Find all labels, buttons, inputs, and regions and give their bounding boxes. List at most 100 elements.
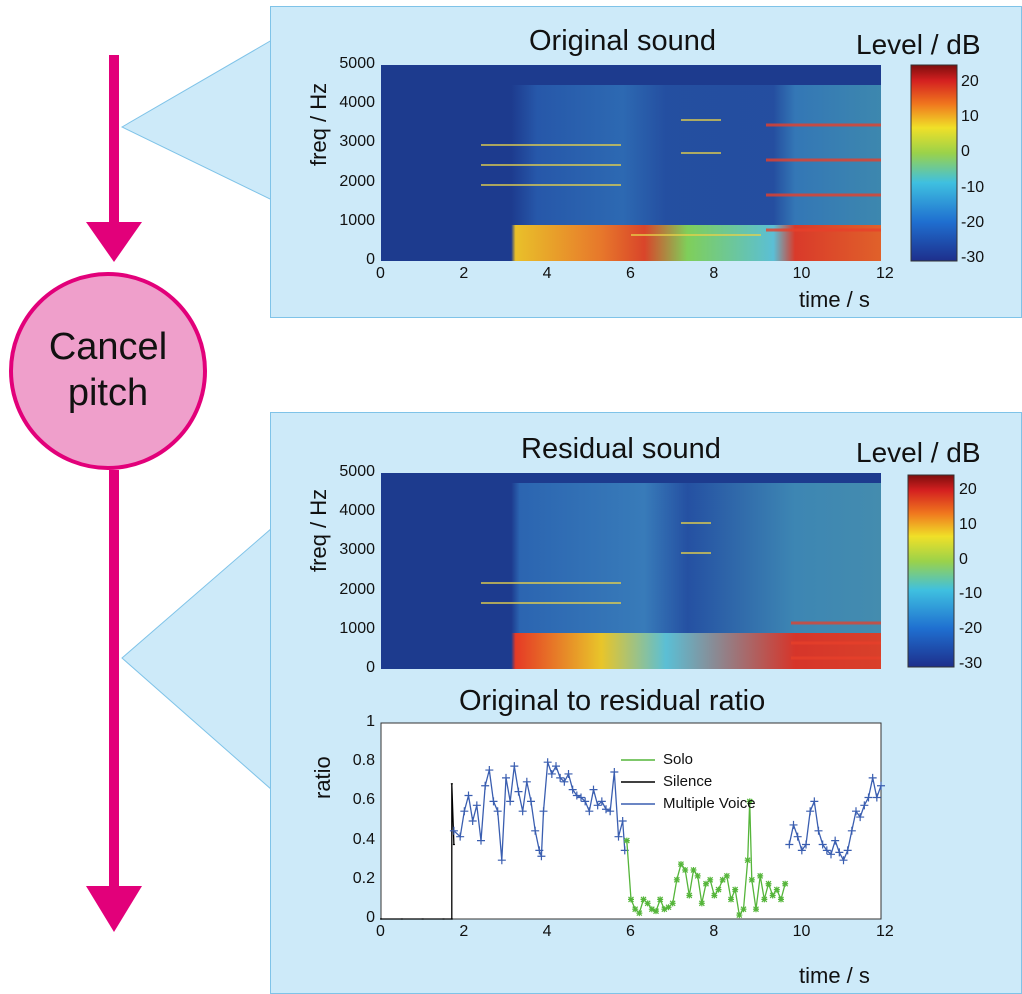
data-point	[682, 867, 689, 873]
data-point	[514, 787, 523, 796]
data-point	[847, 826, 856, 835]
data-point	[489, 797, 498, 806]
legend-swatch	[621, 803, 655, 805]
data-point	[852, 807, 860, 816]
data-point	[614, 832, 623, 841]
bottom-colorbar-tick: -30	[959, 655, 983, 672]
data-point	[769, 892, 776, 899]
data-point	[527, 797, 535, 806]
top-colorbar-tick: -20	[961, 213, 985, 231]
data-point	[797, 846, 806, 855]
top-time-tick: 2	[459, 265, 469, 282]
ratio-x-tick: 10	[792, 923, 811, 940]
data-point	[531, 826, 540, 835]
data-point	[773, 886, 780, 893]
data-point	[653, 908, 659, 915]
top-freq-tick: 1000	[339, 211, 375, 229]
ratio-x-tick: 0	[376, 923, 385, 940]
top-freq-axis-label: freq / Hz	[306, 82, 331, 166]
ratio-chart-title: Original to residual ratio	[459, 685, 766, 717]
data-point	[860, 801, 869, 810]
data-point	[746, 798, 753, 805]
data-point	[831, 836, 840, 845]
ratio-x-tick: 12	[876, 923, 894, 940]
data-point	[556, 773, 565, 782]
data-point	[640, 896, 647, 903]
top-freq-tick: 3000	[339, 133, 375, 151]
data-point	[785, 840, 794, 849]
data-point	[657, 896, 664, 903]
ratio-x-tick: 2	[459, 923, 469, 940]
data-point	[449, 826, 458, 835]
data-point	[602, 805, 610, 814]
bottom-colorbar-tick: 0	[959, 550, 968, 568]
residual-sound-panel: Residual sound freq / Hz 5000 4000 3000 200…	[270, 412, 1022, 994]
data-point	[502, 773, 510, 782]
data-point	[744, 857, 751, 864]
legend-swatch	[621, 759, 655, 761]
data-point	[535, 846, 544, 855]
original-sound-panel: Original sound freq / Hz 5000 4000 3000 200…	[270, 6, 1022, 318]
data-point	[802, 840, 810, 849]
ratio-y-tick: 0.8	[352, 752, 375, 770]
ratio-y-tick: 0.2	[352, 869, 375, 887]
data-point	[715, 886, 722, 893]
data-point	[552, 762, 560, 771]
bottom-freq-axis-label: freq / Hz	[306, 488, 331, 572]
top-colorbar-tick: -10	[961, 178, 985, 196]
top-colorbar-title: Level / dB	[856, 29, 981, 60]
cancel-pitch-node: Cancel pitch	[9, 272, 207, 470]
data-point	[493, 807, 502, 816]
data-point	[665, 904, 672, 911]
bottom-colorbar-tick: 20	[959, 481, 977, 498]
data-point	[835, 848, 844, 857]
legend-swatch	[621, 781, 655, 783]
top-time-tick: 6	[626, 265, 635, 282]
data-point	[568, 785, 577, 794]
data-point	[543, 758, 552, 767]
data-point	[456, 832, 465, 841]
data-point	[748, 876, 755, 883]
ratio-y-tick: 0.4	[352, 830, 375, 848]
bottom-colorbar-tick: 10	[959, 515, 977, 533]
top-time-tick: 10	[792, 265, 811, 282]
top-colorbar-tick: -30	[961, 249, 985, 266]
data-point	[814, 826, 823, 835]
top-time-tick: 8	[709, 265, 719, 282]
data-point	[736, 912, 743, 919]
legend-label: Solo	[663, 751, 694, 768]
top-colorbar-tick: 0	[961, 143, 970, 161]
data-point	[740, 906, 747, 913]
data-point	[644, 900, 651, 907]
data-point	[547, 769, 556, 778]
top-colorbar-tick: 10	[961, 108, 979, 126]
data-point	[560, 777, 569, 786]
data-point	[868, 773, 877, 782]
data-point	[497, 856, 506, 865]
data-point	[522, 777, 531, 786]
data-point	[753, 906, 759, 913]
original-spectrogram	[381, 65, 881, 261]
data-point	[464, 791, 473, 800]
top-freq-tick: 4000	[339, 94, 375, 112]
top-freq-tick: 5000	[339, 55, 375, 72]
data-point	[690, 867, 697, 873]
data-point	[485, 766, 494, 775]
data-point	[477, 836, 485, 845]
process-label-line1: Cancel	[48, 326, 168, 368]
data-point	[597, 797, 606, 806]
data-point	[572, 791, 581, 800]
data-point	[537, 852, 546, 861]
data-point	[481, 781, 490, 790]
bottom-freq-tick: 0	[366, 659, 375, 676]
ratio-y-tick: 1	[366, 713, 375, 730]
data-point	[822, 846, 831, 855]
data-point	[460, 807, 469, 816]
data-point	[818, 840, 827, 849]
data-point	[623, 837, 630, 844]
data-point	[778, 896, 784, 903]
data-point	[707, 876, 714, 883]
bottom-freq-tick: 5000	[339, 463, 375, 480]
bottom-freq-tick: 4000	[339, 502, 375, 520]
data-point	[585, 807, 594, 816]
